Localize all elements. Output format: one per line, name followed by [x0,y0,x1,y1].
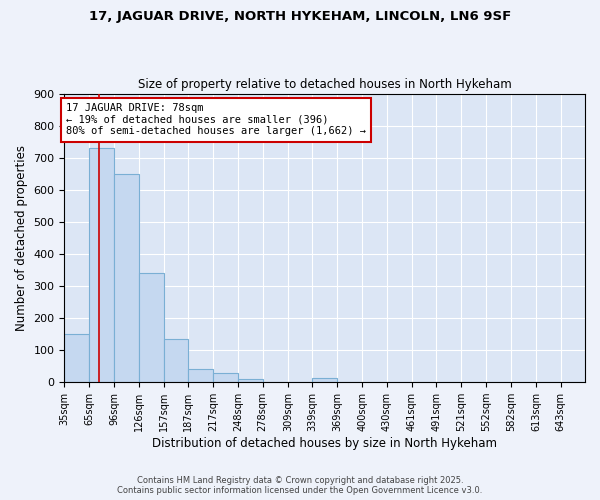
Bar [188,369,213,382]
Bar [238,379,263,382]
Bar [313,378,337,382]
Bar [139,273,164,382]
Bar [213,373,238,382]
Text: Contains HM Land Registry data © Crown copyright and database right 2025.
Contai: Contains HM Land Registry data © Crown c… [118,476,482,495]
Bar [89,148,114,382]
Text: 17 JAGUAR DRIVE: 78sqm
← 19% of detached houses are smaller (396)
80% of semi-de: 17 JAGUAR DRIVE: 78sqm ← 19% of detached… [66,103,366,136]
Bar [114,174,139,382]
Y-axis label: Number of detached properties: Number of detached properties [15,145,28,331]
X-axis label: Distribution of detached houses by size in North Hykeham: Distribution of detached houses by size … [152,437,497,450]
Bar [164,339,188,382]
Title: Size of property relative to detached houses in North Hykeham: Size of property relative to detached ho… [138,78,512,91]
Text: 17, JAGUAR DRIVE, NORTH HYKEHAM, LINCOLN, LN6 9SF: 17, JAGUAR DRIVE, NORTH HYKEHAM, LINCOLN… [89,10,511,23]
Bar [64,334,89,382]
